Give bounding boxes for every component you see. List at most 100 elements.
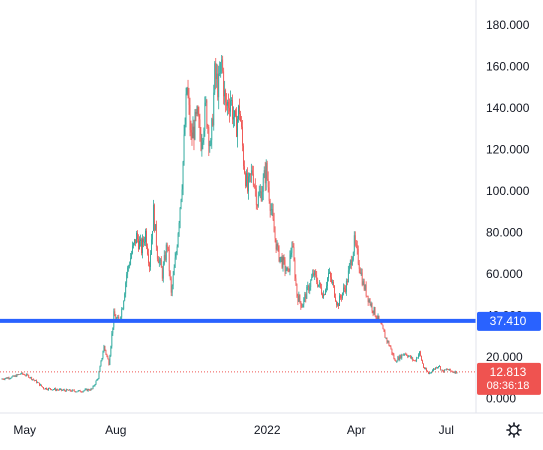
- candle-body: [211, 118, 213, 141]
- candle-body: [151, 231, 153, 240]
- candle-body: [42, 386, 43, 388]
- candle-body: [271, 208, 273, 210]
- candle-body: [299, 294, 301, 302]
- candle-body: [266, 162, 268, 179]
- price-tick-label: 0.000: [486, 391, 516, 405]
- candle-body: [239, 105, 240, 115]
- candle-body: [5, 377, 7, 379]
- candle-body: [408, 356, 410, 357]
- candle-body: [35, 380, 37, 381]
- candle-body: [124, 293, 126, 301]
- candle-body: [69, 389, 71, 391]
- price-tick-label: 140.000: [486, 101, 530, 115]
- candle-body: [263, 170, 265, 178]
- candle-body: [403, 354, 405, 356]
- candle-body: [357, 249, 359, 264]
- candle-body: [283, 257, 285, 261]
- candle-body: [187, 87, 189, 97]
- candle-body: [126, 274, 128, 283]
- candle-body: [40, 384, 41, 386]
- candle-body: [125, 282, 127, 294]
- candle-body: [415, 360, 417, 362]
- candle-body: [85, 388, 87, 390]
- candle-body: [278, 246, 280, 262]
- candle-body: [28, 375, 30, 378]
- candle-body: [153, 204, 155, 231]
- candle-body: [55, 388, 56, 391]
- candle-body: [345, 280, 347, 292]
- candle-body: [201, 142, 203, 150]
- candle-body: [429, 372, 430, 374]
- candle-body: [182, 161, 184, 190]
- candle-body: [265, 162, 267, 184]
- candle-body: [202, 140, 204, 143]
- candle-body: [232, 100, 233, 120]
- candle-body: [442, 370, 444, 373]
- candle-body: [215, 63, 217, 80]
- candle-body: [23, 374, 25, 375]
- candle-body: [440, 369, 442, 371]
- candle-body: [418, 354, 420, 358]
- candle-body: [178, 222, 180, 234]
- gear-icon[interactable]: [506, 422, 522, 438]
- candle-body: [37, 382, 39, 384]
- candle-body: [373, 307, 375, 313]
- candle-body: [47, 389, 48, 391]
- candle-body: [160, 259, 162, 268]
- candle-body: [253, 185, 255, 187]
- candle-body: [71, 389, 73, 392]
- candle-body: [30, 377, 32, 378]
- candle-body: [11, 376, 13, 378]
- candle-body: [225, 90, 227, 103]
- candle-body: [405, 353, 407, 355]
- candle-body: [195, 111, 197, 114]
- candle-body: [311, 277, 313, 281]
- candle-body: [433, 368, 434, 371]
- candle-body: [97, 378, 99, 380]
- candle-body: [120, 317, 122, 320]
- candle-body: [446, 369, 448, 371]
- candle-body: [443, 369, 445, 373]
- candle-body: [226, 102, 228, 106]
- candle-body: [3, 379, 5, 381]
- candle-body: [279, 257, 281, 262]
- candle-body: [343, 287, 345, 289]
- candle-body: [63, 389, 65, 391]
- bar-countdown-text: 08:36:18: [487, 380, 530, 392]
- candle-body: [364, 284, 366, 290]
- candle-body: [316, 274, 318, 282]
- candle-body: [27, 374, 29, 376]
- candle-body: [375, 316, 377, 319]
- candle-body: [10, 377, 12, 379]
- candle-body: [166, 244, 168, 247]
- candle-body: [307, 285, 309, 287]
- candle-body: [48, 388, 49, 390]
- candle-body: [117, 316, 119, 319]
- candle-body: [247, 176, 249, 192]
- candle-body: [103, 345, 105, 353]
- price-level-label: 37.410: [477, 311, 541, 331]
- candle-body: [327, 277, 328, 286]
- candle-body: [49, 388, 50, 389]
- candle-body: [61, 390, 63, 391]
- candle-body: [250, 170, 252, 175]
- candle-body: [157, 258, 159, 264]
- candle-body: [420, 351, 421, 356]
- time-axis[interactable]: May Aug 2022 Apr Jul: [0, 412, 543, 437]
- candle-body: [249, 173, 251, 175]
- candle-body: [368, 299, 370, 302]
- candle-body: [159, 259, 161, 261]
- candle-body: [189, 104, 191, 131]
- candle-body: [338, 303, 339, 307]
- candle-body: [272, 208, 274, 220]
- candle-body: [168, 249, 170, 272]
- candle-body: [456, 372, 458, 374]
- candle-body: [386, 337, 388, 342]
- candle-body: [412, 357, 414, 360]
- candle-body: [336, 301, 337, 305]
- candle-body: [235, 110, 236, 116]
- candle-body: [81, 391, 83, 393]
- candle-body: [288, 268, 290, 272]
